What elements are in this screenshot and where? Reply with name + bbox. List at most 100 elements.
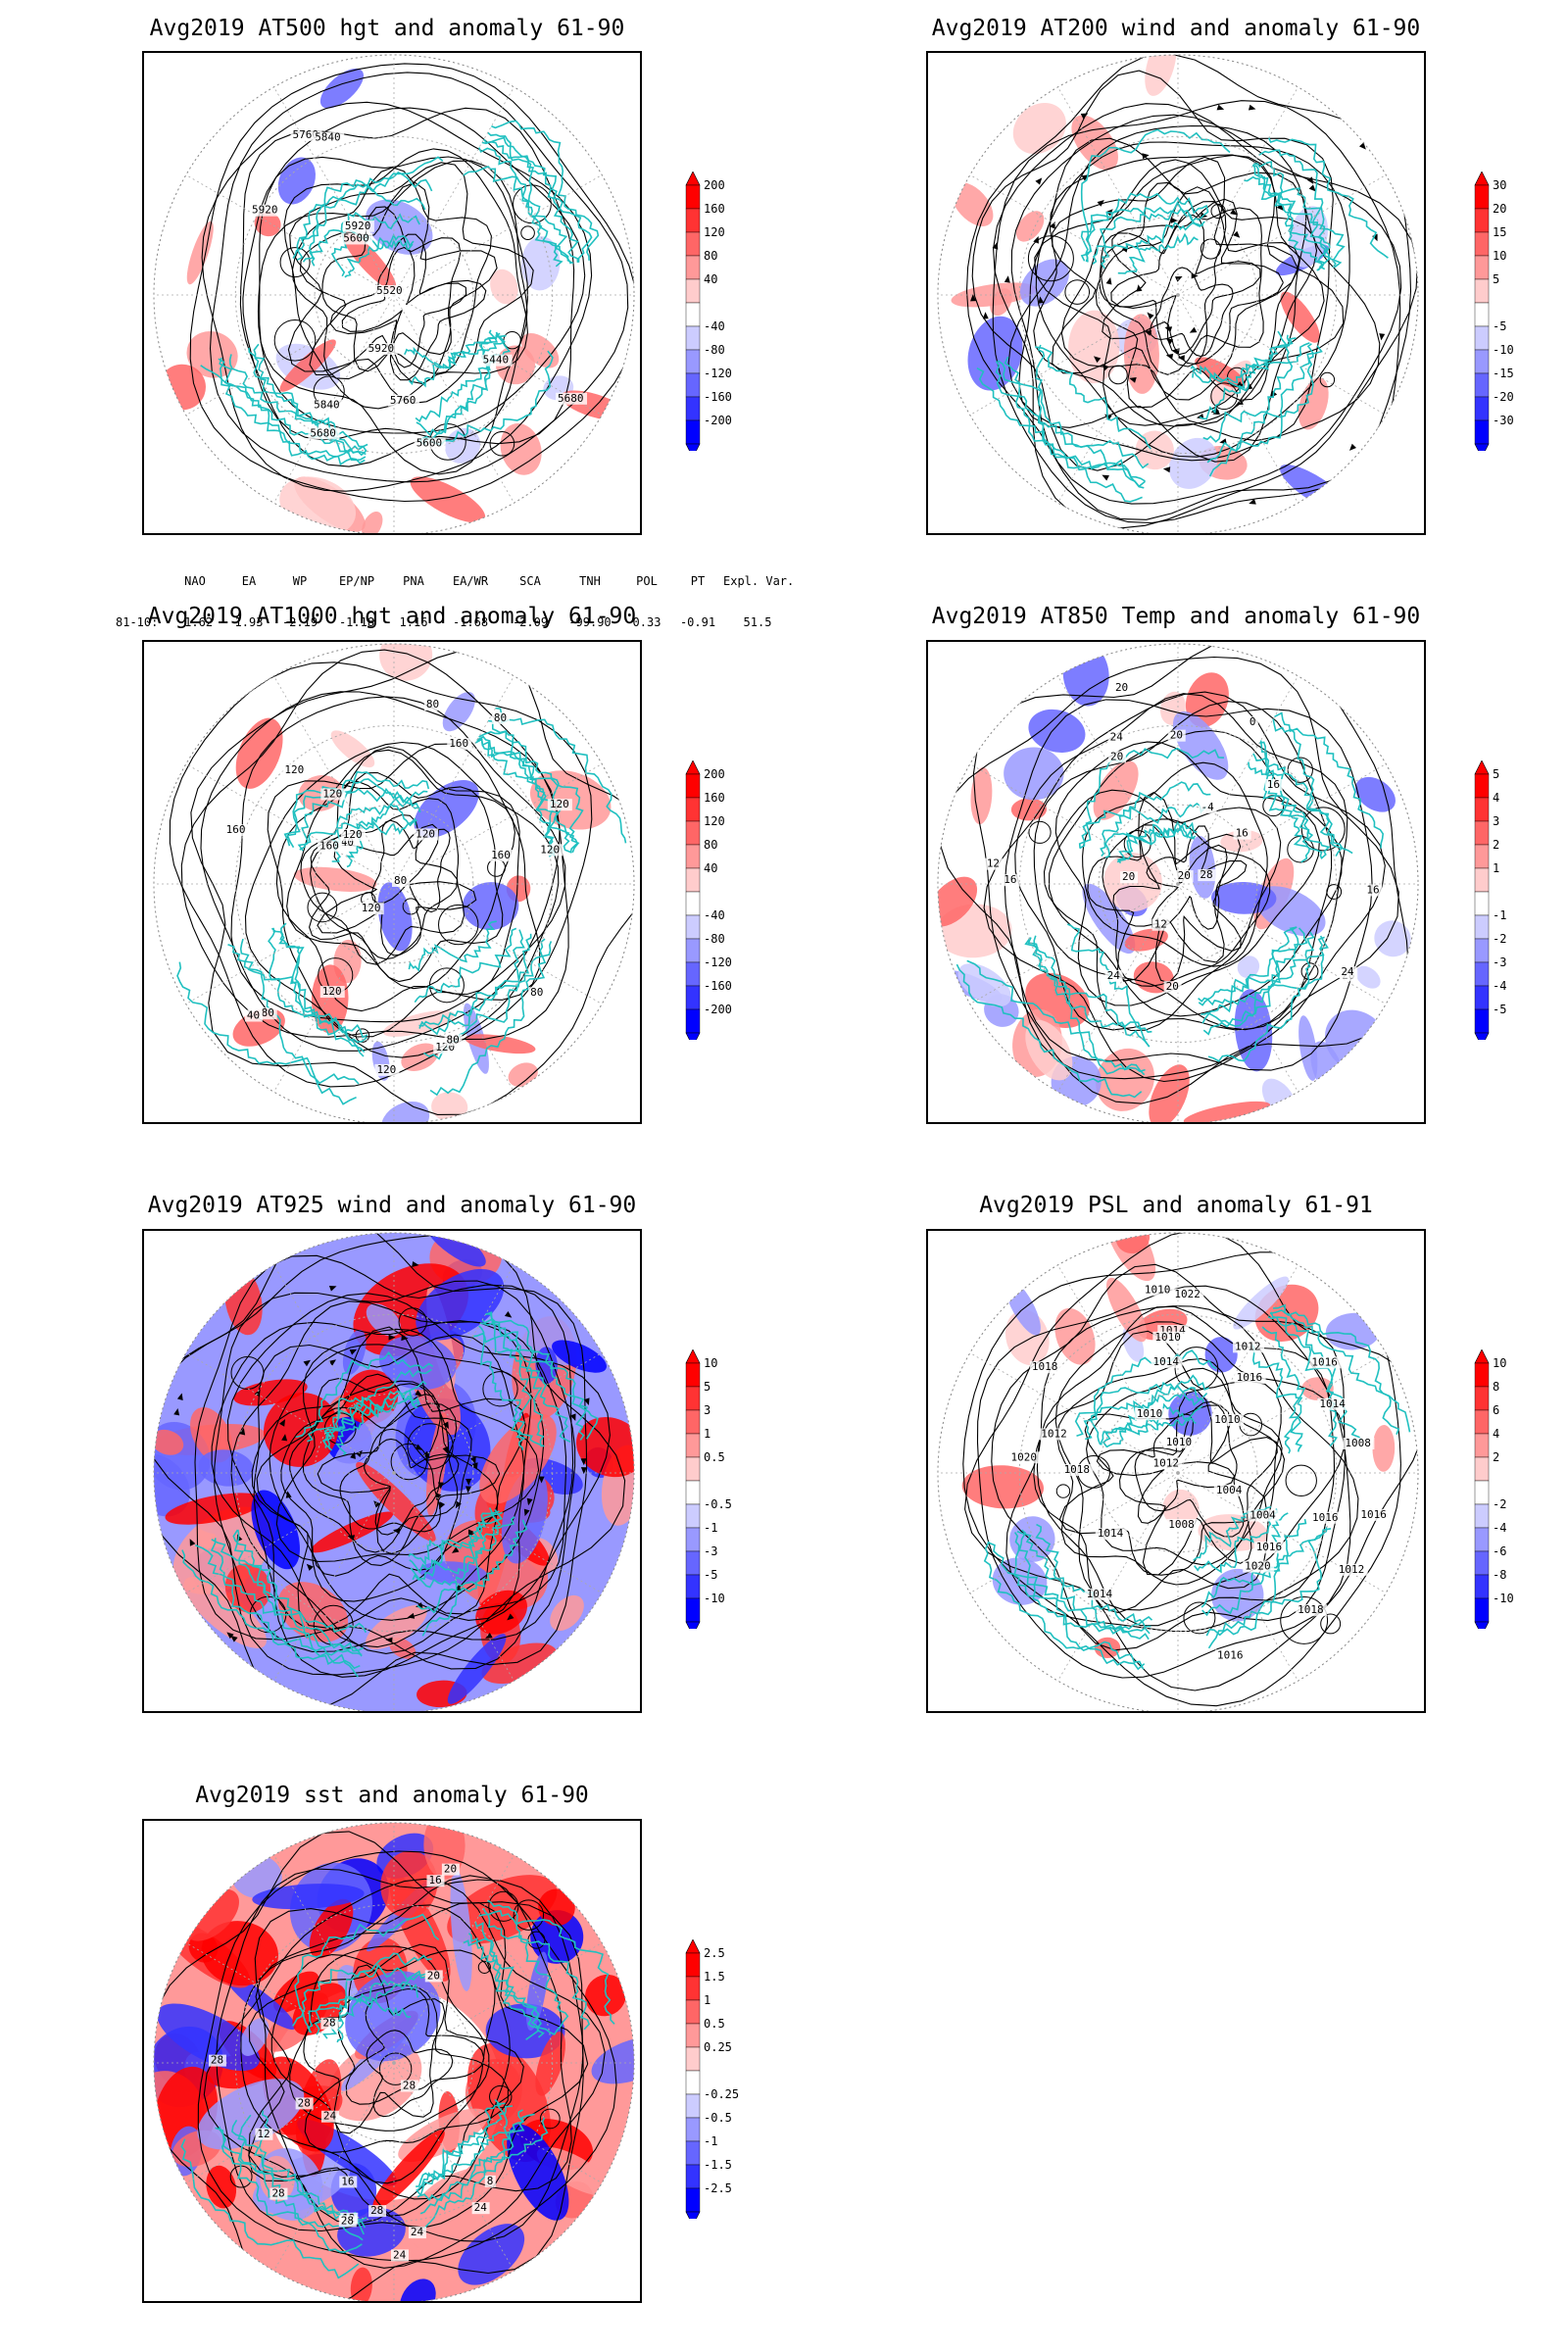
contour-line <box>991 1263 1346 1651</box>
anomaly-shade <box>500 423 542 475</box>
contour-label: 80 <box>530 986 543 999</box>
contour-label: 28 <box>298 2096 311 2109</box>
index-value-8: 0.33 <box>632 615 662 629</box>
coastline <box>422 2117 549 2230</box>
coastline <box>414 927 517 1004</box>
colorbar-2: 30 20 15 10 5 -5 -10 -15 -20 -30 <box>1474 172 1514 451</box>
contour-line <box>1033 701 1333 1031</box>
coastline <box>1018 1529 1145 1670</box>
colorbar-label: 3 <box>1493 814 1499 828</box>
colorbar-label: 20 <box>1493 202 1506 216</box>
map-boundary <box>153 643 635 1122</box>
coastline <box>1207 936 1325 1062</box>
wind-arrow <box>442 1421 449 1430</box>
colorbar-segment <box>1474 797 1490 822</box>
contour-label: 1010 <box>1145 1283 1171 1296</box>
colorbar-arrow-top <box>685 1939 701 1954</box>
anomaly-shade <box>366 1303 401 1337</box>
colorbar-label: -10 <box>1493 1592 1514 1605</box>
colorbar-segment <box>685 2117 701 2142</box>
colorbar-label: -4 <box>1493 979 1506 993</box>
contour-label: 24 <box>1341 965 1354 978</box>
longitude-line <box>185 174 395 296</box>
colorbar-segment <box>685 1999 701 2025</box>
anomaly-shade <box>1028 709 1086 753</box>
coastline <box>478 147 568 268</box>
contour-line <box>317 1394 501 1554</box>
contour-label: 1016 <box>1360 1508 1387 1521</box>
colorbar-6: 10 8 6 4 2 -2 -4 -6 -8 -10 <box>1474 1349 1514 1629</box>
colorbar-segment <box>685 1362 701 1388</box>
longitude-line <box>185 1942 395 2064</box>
contour-line <box>1064 279 1091 305</box>
longitude-line <box>273 2062 395 2272</box>
colorbar-label: -15 <box>1493 367 1514 380</box>
coastline <box>976 367 1143 503</box>
contour-line <box>1102 818 1271 987</box>
coastline <box>1274 711 1385 849</box>
longitude-line <box>185 2062 395 2183</box>
wind-arrow <box>401 1335 409 1342</box>
wind-arrow <box>1093 356 1102 364</box>
contour-label: 160 <box>226 823 246 836</box>
contour-line <box>253 1334 525 1632</box>
colorbar-arrow-top <box>685 172 701 186</box>
colorbar-label: -10 <box>704 1592 725 1605</box>
contour-line <box>1108 365 1128 385</box>
anomaly-shade <box>458 2224 525 2285</box>
colorbar-segment <box>1474 820 1490 846</box>
index-value-7: -99.90 <box>568 615 612 629</box>
contour-line <box>1055 1484 1071 1498</box>
longitude-line <box>1177 294 1387 416</box>
longitude-line <box>1177 294 1298 504</box>
colorbar-segment <box>685 2046 701 2072</box>
index-name-2: WP <box>292 574 308 588</box>
coastline <box>487 1899 569 2035</box>
longitude-line <box>1057 1472 1179 1682</box>
colorbar-label: -1 <box>704 1521 717 1535</box>
colorbar-arrow-top <box>1474 172 1490 186</box>
coastline <box>345 817 416 868</box>
contour-line <box>239 107 575 467</box>
anomaly-shade <box>508 1062 538 1087</box>
contour-label: 120 <box>343 828 363 841</box>
coastline <box>1066 923 1151 1048</box>
contour-label: 160 <box>491 849 511 861</box>
anomaly-shade <box>381 1101 430 1122</box>
anomaly-shade <box>425 1412 449 1517</box>
coastline <box>487 131 579 263</box>
colorbar-segment <box>1474 255 1490 280</box>
colorbar-segment <box>1474 985 1490 1010</box>
contour-line <box>378 2052 413 2085</box>
colorbar-segment <box>685 2164 701 2189</box>
coastline <box>1258 149 1343 269</box>
colorbar-segment <box>685 844 701 869</box>
anomaly-shade <box>462 882 519 930</box>
longitude-line <box>393 2062 603 2183</box>
wind-arrow <box>1191 272 1199 279</box>
colorbar-label: -40 <box>704 908 725 922</box>
coastline <box>232 1529 368 1634</box>
colorbar-label: -160 <box>704 390 732 404</box>
contour-label: 28 <box>322 2017 335 2030</box>
contour-label: 1014 <box>1319 1397 1346 1410</box>
contour-label: 20 <box>1178 869 1191 882</box>
contour-label: 40 <box>247 1009 260 1022</box>
contour-label: 1012 <box>1041 1427 1067 1440</box>
wind-arrow <box>1248 104 1256 111</box>
coastline <box>1251 1344 1303 1454</box>
colorbar-label: 40 <box>704 861 717 875</box>
contour-line <box>189 63 634 503</box>
coastline <box>302 156 444 263</box>
contour-label: 160 <box>449 737 468 750</box>
contour-line <box>317 823 477 956</box>
map-boundary <box>937 643 1419 1122</box>
index-value-3: -1.18 <box>338 615 375 629</box>
colorbar-label: -4 <box>1493 1521 1506 1535</box>
contour-line <box>244 741 560 1058</box>
colorbar-segment <box>685 985 701 1010</box>
colorbar-segment <box>1474 844 1490 869</box>
coastline <box>330 211 420 277</box>
colorbar-segment <box>1474 231 1490 257</box>
anomaly-shade <box>445 427 481 464</box>
